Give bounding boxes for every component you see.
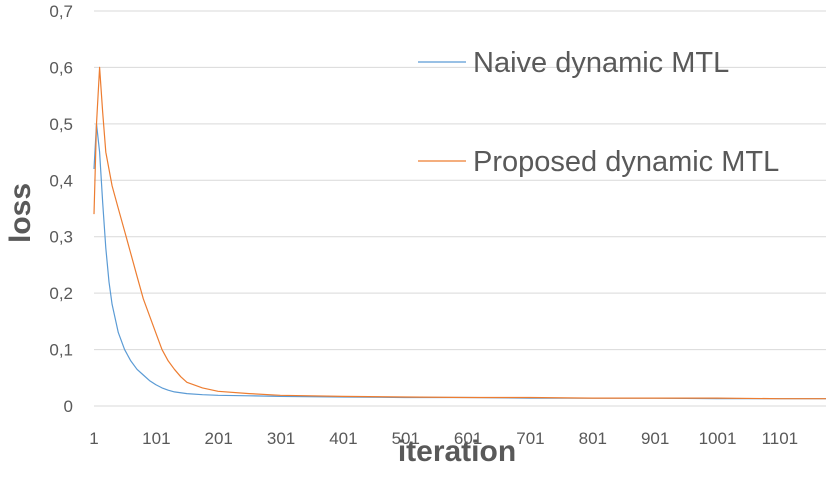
x-tick-label: 801 — [579, 429, 607, 448]
y-tick-label: 0,7 — [49, 2, 73, 21]
x-tick-label: 301 — [267, 429, 295, 448]
legend-label: Naive dynamic MTL — [473, 47, 729, 79]
x-tick-labels: 1 101 201 301 401 501 601 701 801 901 1001 1101 — [89, 429, 798, 448]
y-axis-title: loss — [4, 183, 37, 243]
y-tick-labels: 0 0,1 0,2 0,3 0,4 0,5 0,6 0,7 — [49, 2, 73, 416]
y-tick-label: 0,6 — [49, 58, 73, 77]
y-tick-label: 0,1 — [49, 341, 73, 360]
series-lines — [93, 66, 826, 400]
x-tick-label: 701 — [516, 429, 544, 448]
x-tick-label: 201 — [205, 429, 233, 448]
x-tick-label: 501 — [392, 429, 420, 448]
y-tick-label: 0 — [64, 397, 73, 416]
gridlines — [94, 10, 826, 407]
x-tick-label: 1101 — [762, 429, 799, 448]
series-line-proposed — [93, 66, 826, 400]
y-tick-label: 0,4 — [49, 171, 73, 190]
x-tick-label: 601 — [454, 429, 482, 448]
y-tick-label: 0,5 — [49, 115, 73, 134]
x-tick-label: 1 — [89, 429, 98, 448]
y-tick-label: 0,2 — [49, 284, 73, 303]
x-tick-label: 101 — [142, 429, 170, 448]
x-tick-label: 1001 — [699, 429, 737, 448]
x-tick-label: 901 — [641, 429, 669, 448]
x-axis-title: iteration — [398, 435, 516, 468]
legend: Naive dynamic MTL Proposed dynamic MTL — [418, 47, 779, 178]
y-tick-label: 0,3 — [49, 228, 73, 247]
legend-label: Proposed dynamic MTL — [473, 146, 779, 178]
x-tick-label: 401 — [329, 429, 357, 448]
